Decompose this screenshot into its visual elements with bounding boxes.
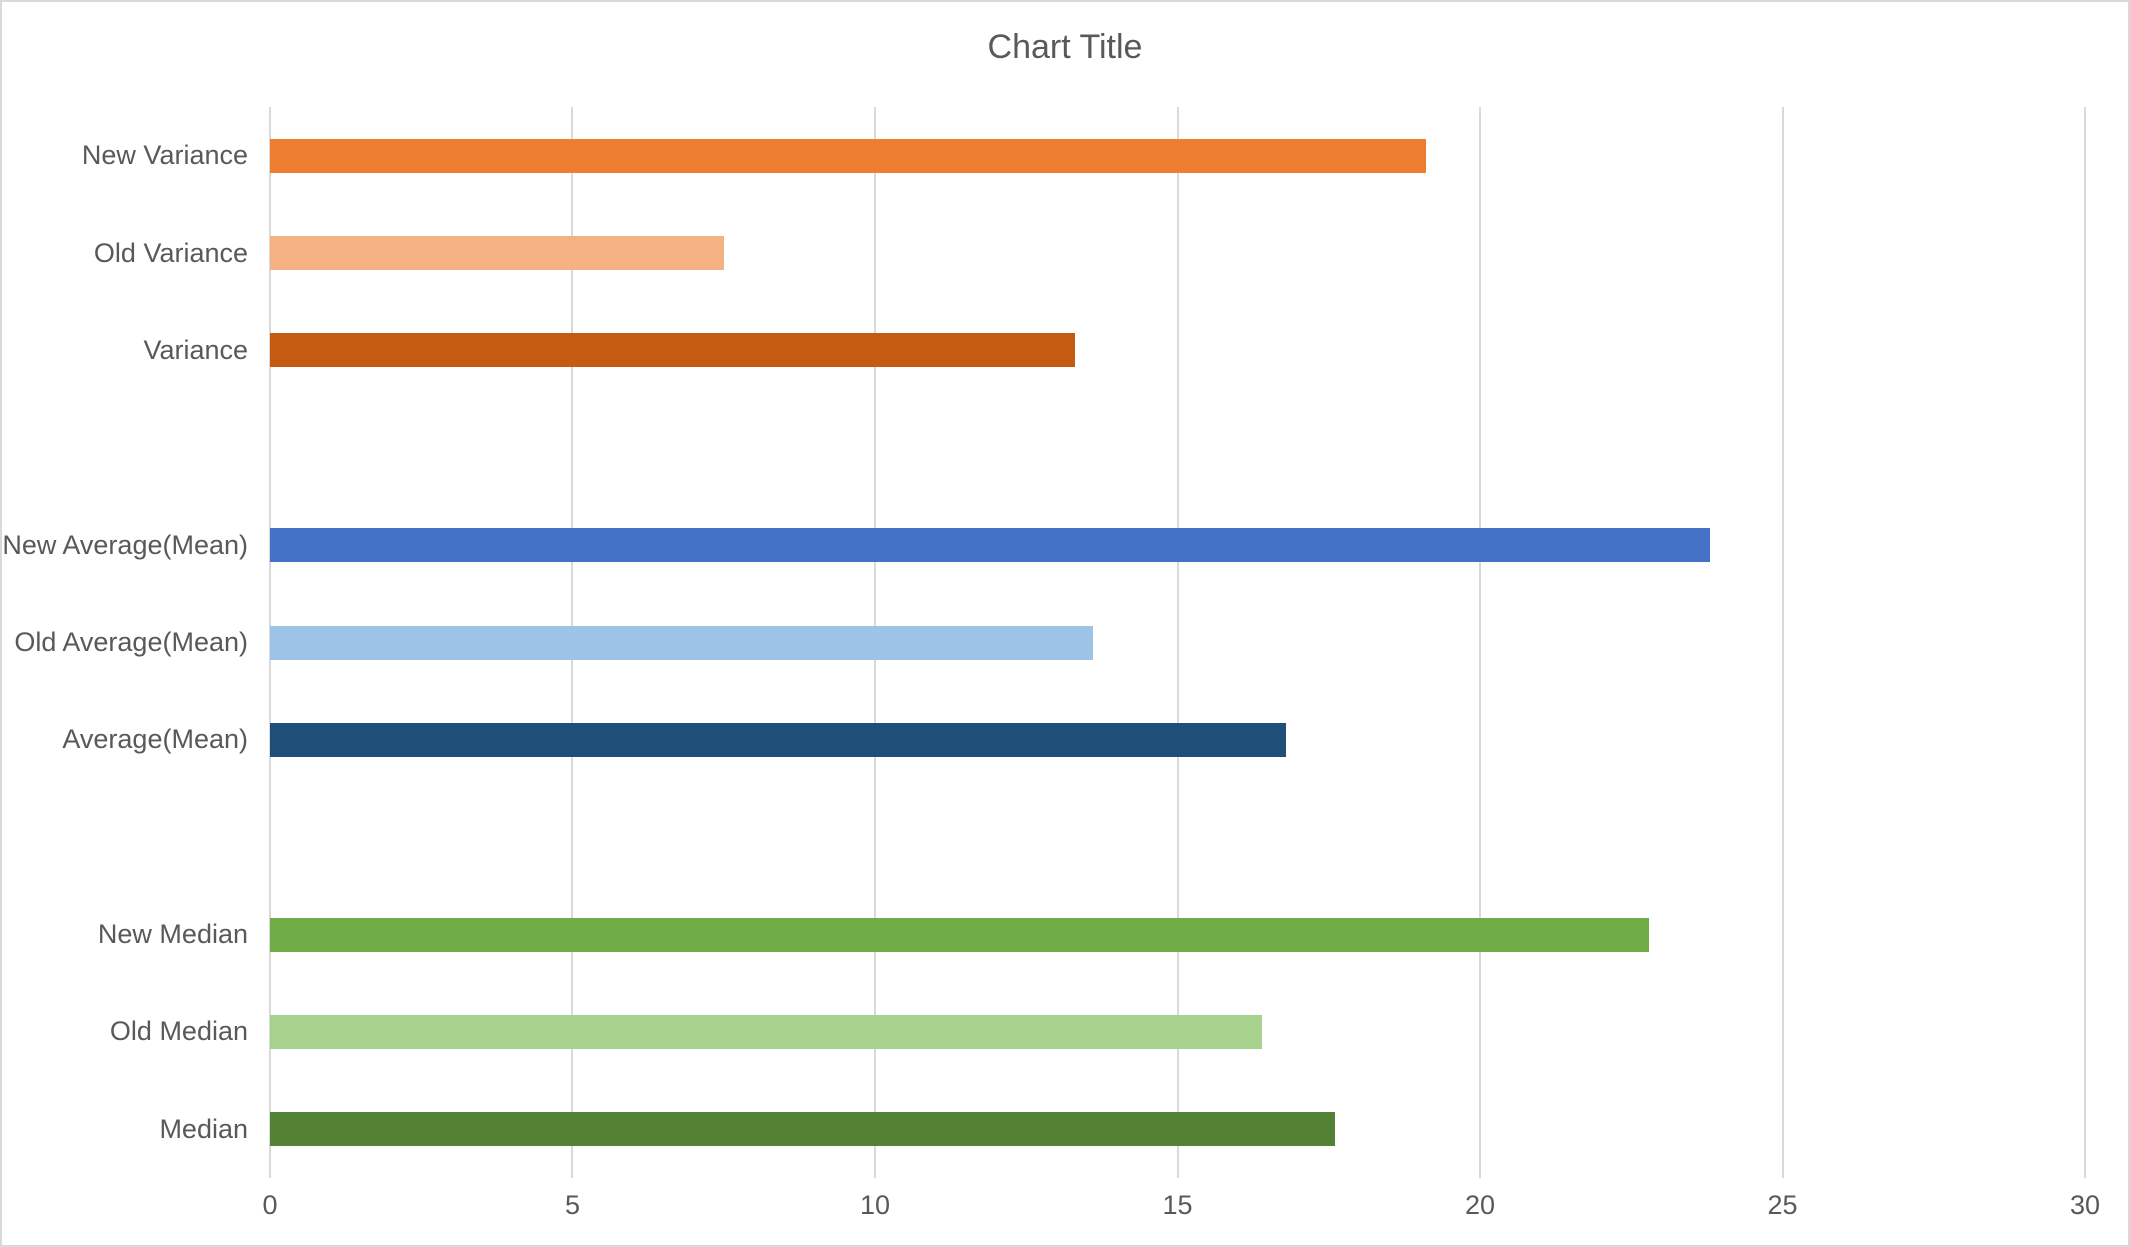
gridline	[1781, 107, 1784, 1178]
category-label: Old Median	[109, 1016, 248, 1047]
bar-median	[270, 1112, 1335, 1147]
category-label: New Median	[97, 919, 248, 950]
category-label: Average(Mean)	[62, 724, 248, 755]
category-label: Median	[159, 1113, 248, 1144]
bar-variance	[270, 333, 1075, 368]
x-tick-label: 25	[1767, 1190, 1798, 1220]
x-tick-label: 0	[262, 1190, 278, 1220]
x-tick-label: 30	[2069, 1190, 2101, 1220]
bar-average-mean	[270, 722, 1287, 757]
x-tick-label: 15	[1162, 1190, 1193, 1220]
bar-old-median	[270, 1014, 1263, 1049]
category-label: Old Variance	[93, 237, 248, 268]
category-label: Old Average(Mean)	[14, 626, 248, 657]
gridline	[1478, 107, 1481, 1178]
bar-new-variance	[270, 138, 1426, 173]
x-tick-label: 10	[859, 1190, 891, 1220]
gridline	[2084, 107, 2086, 1178]
x-tick-label: 20	[1464, 1190, 1496, 1220]
category-label: Variance	[143, 334, 248, 365]
bar-new-average-mean	[270, 528, 1710, 563]
bar-old-variance	[270, 236, 724, 271]
plot-area	[269, 107, 2086, 1178]
category-label: New Variance	[81, 140, 248, 171]
gridline	[1176, 107, 1179, 1178]
bar-new-median	[270, 917, 1650, 952]
x-tick-label: 5	[564, 1190, 581, 1220]
category-label: New Average(Mean)	[2, 529, 248, 560]
chart-title: Chart Title	[987, 28, 1143, 66]
bar-old-average-mean	[270, 625, 1093, 660]
